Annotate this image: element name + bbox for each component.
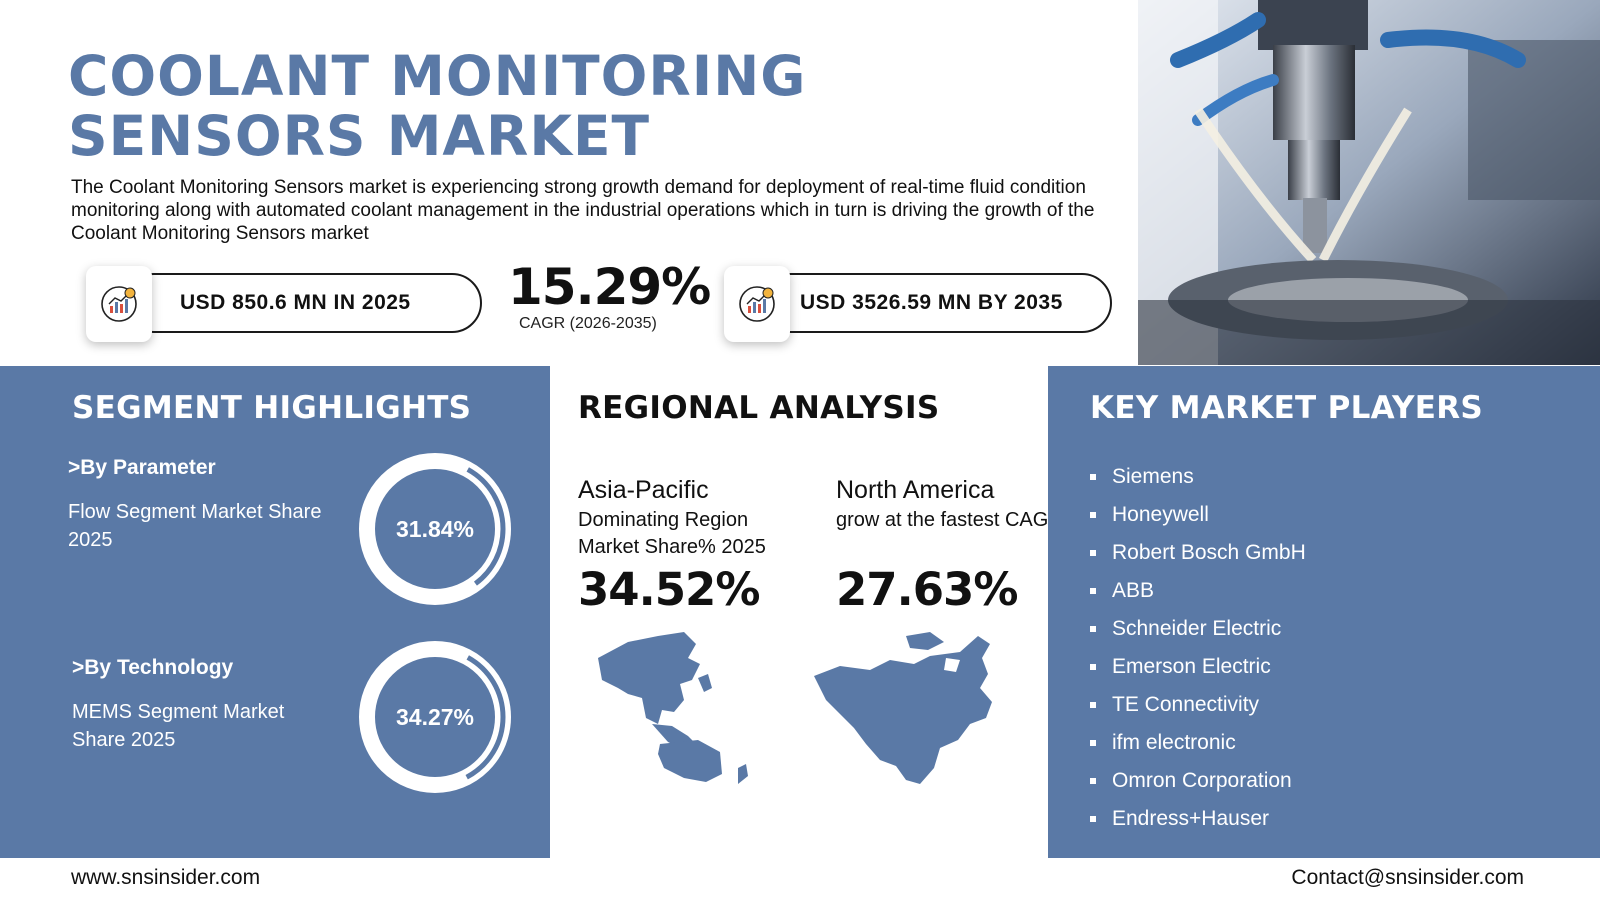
technology-share-ring [359,641,511,793]
cagr-label: CAGR (2026-2035) [519,315,657,332]
market-size-2025-pill: USD 850.6 MN IN 2025 [124,273,482,333]
market-description: The Coolant Monitoring Sensors market is… [71,177,1095,244]
list-item: ABB [1090,577,1306,615]
region-asia-pacific-name: Asia-Pacific [578,476,709,504]
title-line-2: SENSORS MARKET [68,104,651,168]
cnc-coolant-photo [1138,0,1600,365]
region-north-america-value: 27.63% [836,563,1018,616]
list-item: Robert Bosch GmbH [1090,539,1306,577]
market-size-2025: USD 850.6 MN IN 2025 [180,291,411,314]
key-market-players-panel: KEY MARKET PLAYERS [1048,366,1600,858]
parameter-share-value: 31.84% [395,516,474,542]
contact-email-link[interactable]: Contact@snsinsider.com [1291,866,1524,889]
region-asia-pacific-value: 34.52% [578,563,760,616]
segment-highlights-panel: SEGMENT HIGHLIGHTS >By Parameter Flow Se… [0,366,550,858]
market-size-2035-pill: USD 3526.59 MN BY 2035 [752,273,1112,333]
cagr-value: 15.29% [508,258,711,316]
segment-parameter-description: Flow Segment Market Share 2025 [68,501,322,551]
list-item: Honeywell [1090,501,1306,539]
list-item: Omron Corporation [1090,767,1306,805]
growth-chart-coin-icon [724,266,790,342]
region-asia-pacific-description: Dominating Region Market Share% 2025 [578,509,766,558]
list-item: ifm electronic [1090,729,1306,767]
segment-highlights-heading: SEGMENT HIGHLIGHTS [72,390,472,426]
website-link[interactable]: www.snsinsider.com [71,866,261,889]
asia-pacific-map-icon [598,632,748,784]
key-market-players-heading: KEY MARKET PLAYERS [1090,390,1484,426]
region-north-america-name: North America [836,476,995,504]
segment-technology-description: MEMS Segment Market Share 2025 [72,701,285,751]
technology-share-value: 34.27% [395,704,474,730]
list-item: Emerson Electric [1090,653,1306,691]
parameter-share-ring [359,453,511,605]
regional-analysis-heading: REGIONAL ANALYSIS [578,390,940,426]
market-size-2035: USD 3526.59 MN BY 2035 [800,291,1063,314]
title-line-1: COOLANT MONITORING [68,44,807,108]
segment-technology-heading: >By Technology [72,656,234,679]
list-item: Siemens [1090,463,1306,501]
segment-parameter-heading: >By Parameter [68,456,216,479]
list-item: TE Connectivity [1090,691,1306,729]
region-north-america-description: grow at the fastest CAGR [836,509,1063,531]
list-item: Schneider Electric [1090,615,1306,653]
growth-chart-coin-icon [86,266,152,342]
list-item: Endress+Hauser [1090,805,1306,843]
key-market-players-list: Siemens Honeywell Robert Bosch GmbH ABB … [1090,463,1306,843]
north-america-map-icon [814,632,992,784]
page-title: COOLANT MONITORING SENSORS MARKET [68,46,1068,166]
